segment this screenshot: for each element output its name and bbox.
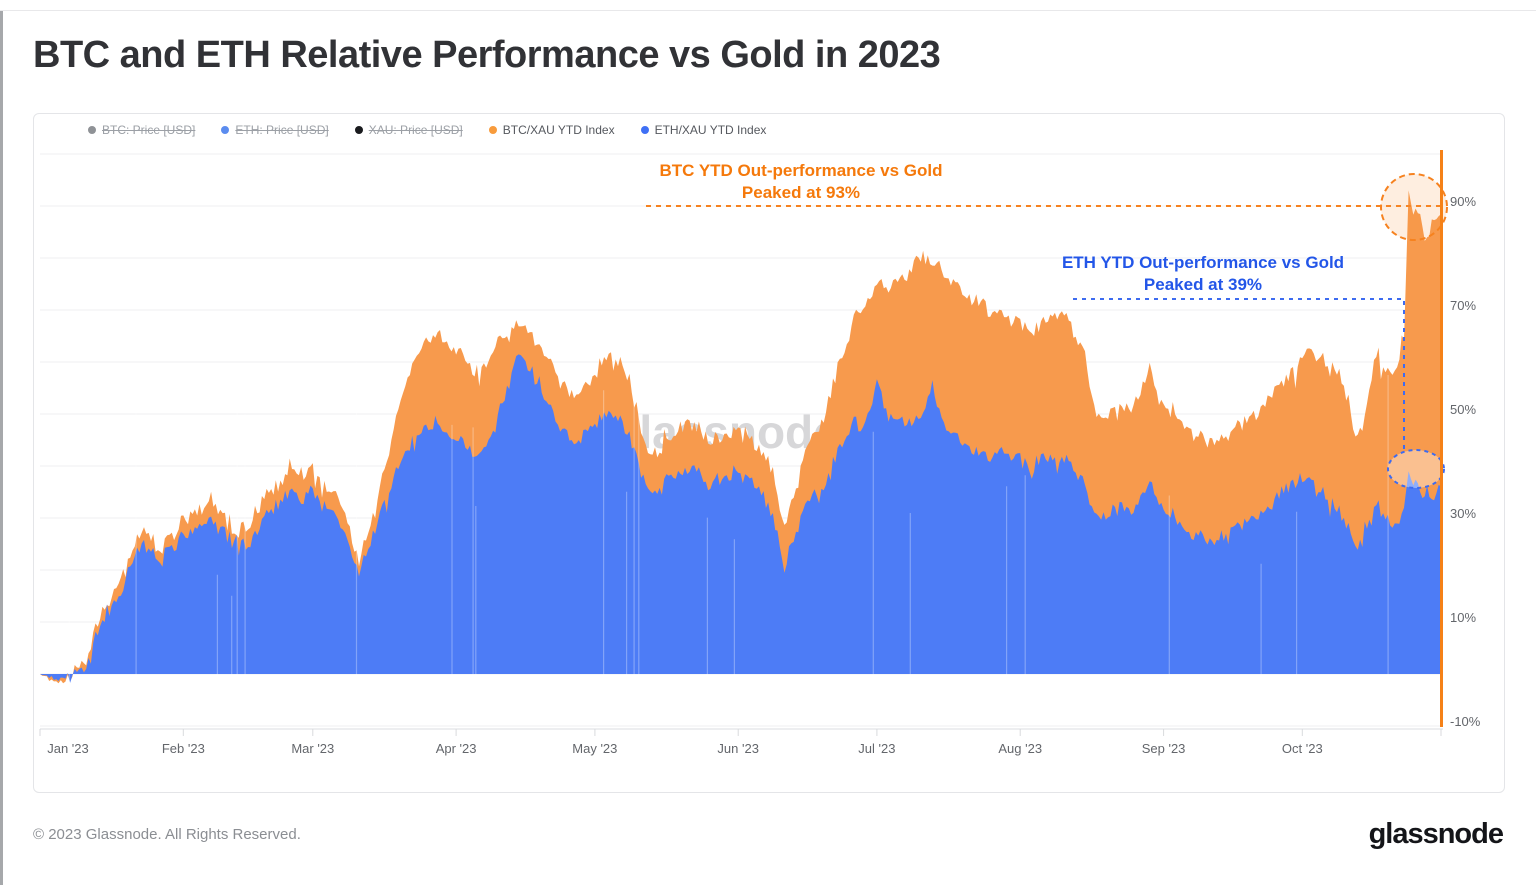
legend-label-eth-xau-ytd-index: ETH/XAU YTD Index xyxy=(654,123,767,137)
legend-dot-eth-xau-ytd-index xyxy=(640,126,649,134)
x-axis-label-oct-23: Oct '23 xyxy=(1281,741,1323,756)
legend-dot-btc-xau-ytd-index xyxy=(488,126,497,134)
legend-dot-xau-price-usd xyxy=(354,126,363,134)
annotation-eth-peak: ETH YTD Out-performance vs Gold Peaked a… xyxy=(1062,252,1344,296)
y-axis-label-70: 70% xyxy=(1450,298,1477,313)
y-axis-label-30: 30% xyxy=(1450,506,1477,521)
x-axis-label-may-23: May '23 xyxy=(572,741,618,756)
legend-label-btc-price-usd: BTC: Price [USD] xyxy=(102,123,196,137)
x-axis-label-jun-23: Jun '23 xyxy=(717,741,759,756)
btc-peak-highlight-circle xyxy=(1380,173,1448,241)
window-edge-top xyxy=(0,10,1536,11)
x-axis-label-apr-23: Apr '23 xyxy=(435,741,477,756)
window-edge-left xyxy=(0,10,3,885)
legend-dot-btc-price-usd xyxy=(88,126,96,134)
annotation-eth-line1: ETH YTD Out-performance vs Gold xyxy=(1061,253,1345,272)
x-axis-label-jul-23: Jul '23 xyxy=(858,741,896,756)
legend-label-xau-price-usd: XAU: Price [USD] xyxy=(368,123,463,137)
legend-item-btc-xau-ytd-index[interactable]: BTC/XAU YTD Index xyxy=(488,123,615,137)
y-axis-label--10: -10% xyxy=(1450,714,1481,729)
legend-label-eth-price-usd: ETH: Price [USD] xyxy=(235,123,329,137)
legend-item-xau-price-usd[interactable]: XAU: Price [USD] xyxy=(354,123,463,137)
annotation-btc-peak: BTC YTD Out-performance vs Gold Peaked a… xyxy=(659,160,942,204)
eth-peak-guide-line xyxy=(1073,298,1405,451)
annotation-eth-line2: Peaked at 39% xyxy=(1143,275,1263,294)
annotation-btc-line1: BTC YTD Out-performance vs Gold xyxy=(659,161,943,180)
x-axis-label-feb-23: Feb '23 xyxy=(161,741,205,756)
x-axis-label-jan-23: Jan '23 xyxy=(47,741,89,756)
page-title: BTC and ETH Relative Performance vs Gold… xyxy=(33,34,941,76)
y-axis-label-10: 10% xyxy=(1450,610,1477,625)
y-axis-label-90: 90% xyxy=(1450,194,1477,209)
y-axis-label-50: 50% xyxy=(1450,402,1477,417)
annotation-btc-line2: Peaked at 93% xyxy=(741,183,861,202)
x-axis-label-mar-23: Mar '23 xyxy=(291,741,335,756)
chart-legend: BTC: Price [USD] ETH: Price [USD] XAU: Pri… xyxy=(88,123,766,137)
legend-label-btc-xau-ytd-index: BTC/XAU YTD Index xyxy=(502,123,615,137)
area-eth-xau-ytd[interactable] xyxy=(40,354,1441,683)
legend-item-btc-price-usd[interactable]: BTC: Price [USD] xyxy=(88,123,195,137)
eth-peak-highlight-circle xyxy=(1387,449,1445,489)
footer-copyright: © 2023 Glassnode. All Rights Reserved. xyxy=(33,826,301,843)
x-axis-label-aug-23: Aug '23 xyxy=(998,741,1043,756)
x-axis-label-sep-23: Sep '23 xyxy=(1141,741,1186,756)
legend-dot-eth-price-usd xyxy=(221,126,230,134)
legend-item-eth-price-usd[interactable]: ETH: Price [USD] xyxy=(221,123,329,137)
glassnode-logo: glassnode xyxy=(1368,818,1504,850)
legend-item-eth-xau-ytd-index[interactable]: ETH/XAU YTD Index xyxy=(640,123,767,137)
